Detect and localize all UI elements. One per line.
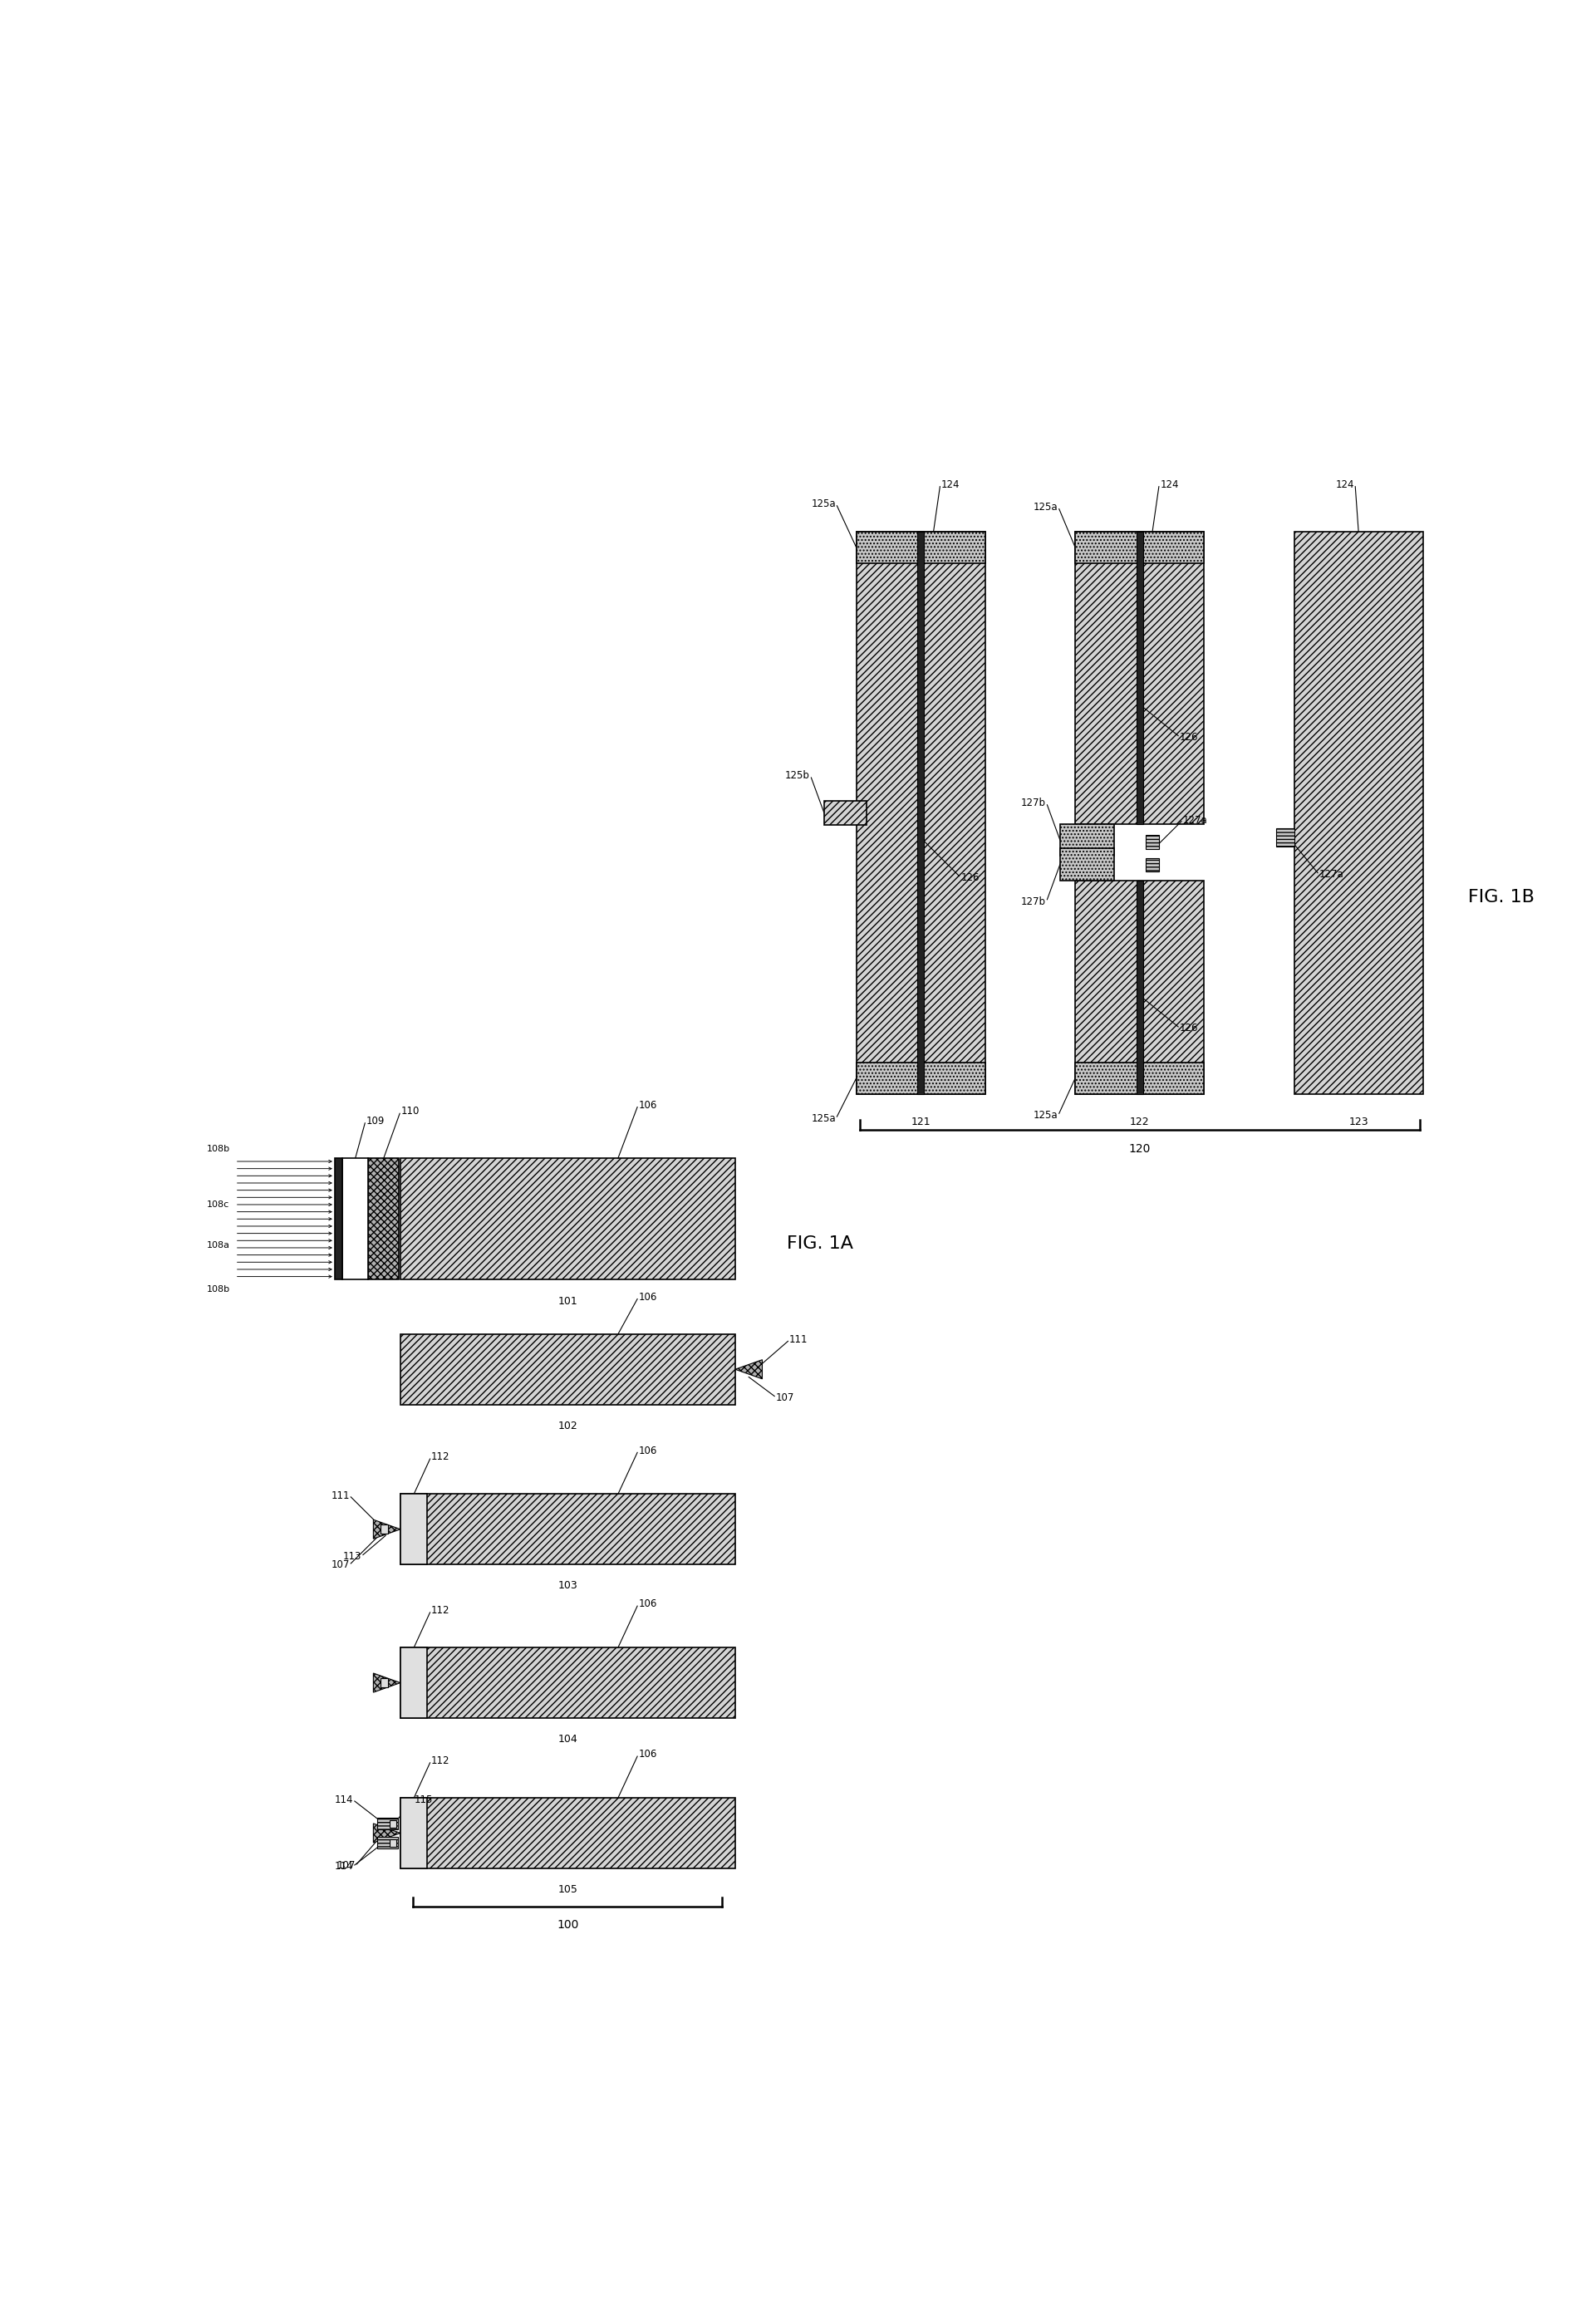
Bar <box>857 532 985 564</box>
Bar <box>377 1818 397 1830</box>
Text: 108b: 108b <box>206 1145 230 1154</box>
Text: 106: 106 <box>638 1748 658 1760</box>
Bar <box>1076 532 1203 824</box>
Polygon shape <box>373 1674 401 1693</box>
Text: 126: 126 <box>961 873 980 882</box>
Polygon shape <box>373 1823 401 1844</box>
Text: 123: 123 <box>1349 1117 1368 1128</box>
Text: 125a: 125a <box>1033 1110 1058 1122</box>
Text: 125a: 125a <box>1033 502 1058 513</box>
Text: 106: 106 <box>638 1598 658 1609</box>
Text: 107: 107 <box>337 1860 356 1872</box>
Bar <box>335 1159 343 1279</box>
Bar <box>1136 532 1143 824</box>
Bar <box>401 1493 428 1565</box>
Text: 127b: 127b <box>1021 896 1045 908</box>
Text: 114: 114 <box>335 1860 353 1872</box>
Text: 108a: 108a <box>206 1242 230 1249</box>
Bar <box>389 1820 396 1827</box>
Text: 105: 105 <box>559 1883 578 1895</box>
Bar <box>401 1649 428 1718</box>
Text: 106: 106 <box>638 1444 658 1456</box>
Text: 124: 124 <box>1160 478 1179 490</box>
Text: 124: 124 <box>1336 478 1353 490</box>
Polygon shape <box>736 1361 763 1379</box>
Text: 126: 126 <box>1179 731 1199 743</box>
Bar <box>824 801 867 824</box>
Bar <box>380 1679 388 1688</box>
Text: 125a: 125a <box>811 499 836 509</box>
Text: 100: 100 <box>557 1920 579 1932</box>
Text: 127a: 127a <box>1318 868 1344 880</box>
Bar <box>1277 829 1294 848</box>
Text: 104: 104 <box>559 1735 578 1744</box>
Text: 113: 113 <box>343 1551 362 1560</box>
Bar <box>389 1839 396 1848</box>
Bar <box>401 1493 736 1565</box>
Bar <box>1076 532 1203 564</box>
Bar <box>377 1837 397 1848</box>
Polygon shape <box>373 1519 401 1539</box>
Bar <box>1146 836 1159 850</box>
Bar <box>401 1335 736 1405</box>
Text: 121: 121 <box>911 1117 930 1128</box>
Text: 114: 114 <box>335 1795 353 1804</box>
Bar <box>401 1797 736 1869</box>
Bar <box>1076 1061 1203 1094</box>
Text: 102: 102 <box>559 1421 578 1430</box>
Text: 112: 112 <box>431 1605 450 1616</box>
Text: 111: 111 <box>790 1333 808 1344</box>
Text: 108c: 108c <box>207 1200 230 1207</box>
Text: 122: 122 <box>1130 1117 1149 1128</box>
Text: 120: 120 <box>1128 1142 1151 1154</box>
Bar <box>857 532 985 1094</box>
Text: 112: 112 <box>431 1451 450 1463</box>
Bar <box>857 1061 985 1094</box>
Text: 103: 103 <box>559 1581 578 1591</box>
Text: 124: 124 <box>942 478 959 490</box>
Text: 125b: 125b <box>785 771 809 780</box>
Text: 112: 112 <box>431 1755 450 1767</box>
Text: 115: 115 <box>415 1795 433 1804</box>
Bar <box>918 532 924 1094</box>
Text: 106: 106 <box>638 1101 658 1110</box>
Bar <box>401 1159 736 1279</box>
Bar <box>380 1526 388 1535</box>
Bar <box>1076 880 1203 1094</box>
Bar <box>1060 848 1114 880</box>
Bar <box>401 1797 428 1869</box>
Text: 125a: 125a <box>811 1112 836 1124</box>
Text: FIG. 1A: FIG. 1A <box>787 1235 854 1252</box>
Text: 110: 110 <box>401 1105 420 1117</box>
Bar <box>343 1159 369 1279</box>
Text: 126: 126 <box>1179 1022 1199 1033</box>
Text: 127b: 127b <box>1021 796 1045 808</box>
Text: 107: 107 <box>776 1393 795 1402</box>
Bar <box>1060 824 1114 857</box>
Text: 106: 106 <box>638 1291 658 1303</box>
Bar <box>369 1159 399 1279</box>
Bar <box>401 1649 736 1718</box>
Text: 108b: 108b <box>206 1284 230 1293</box>
Text: 111: 111 <box>330 1491 350 1500</box>
Bar <box>1294 532 1424 1094</box>
Text: 127a: 127a <box>1183 815 1208 827</box>
Text: FIG. 1B: FIG. 1B <box>1468 889 1534 906</box>
Text: 109: 109 <box>365 1115 385 1126</box>
Text: 107: 107 <box>330 1560 350 1570</box>
Text: 101: 101 <box>559 1296 578 1307</box>
Bar <box>1136 880 1143 1094</box>
Bar <box>1146 857 1159 871</box>
